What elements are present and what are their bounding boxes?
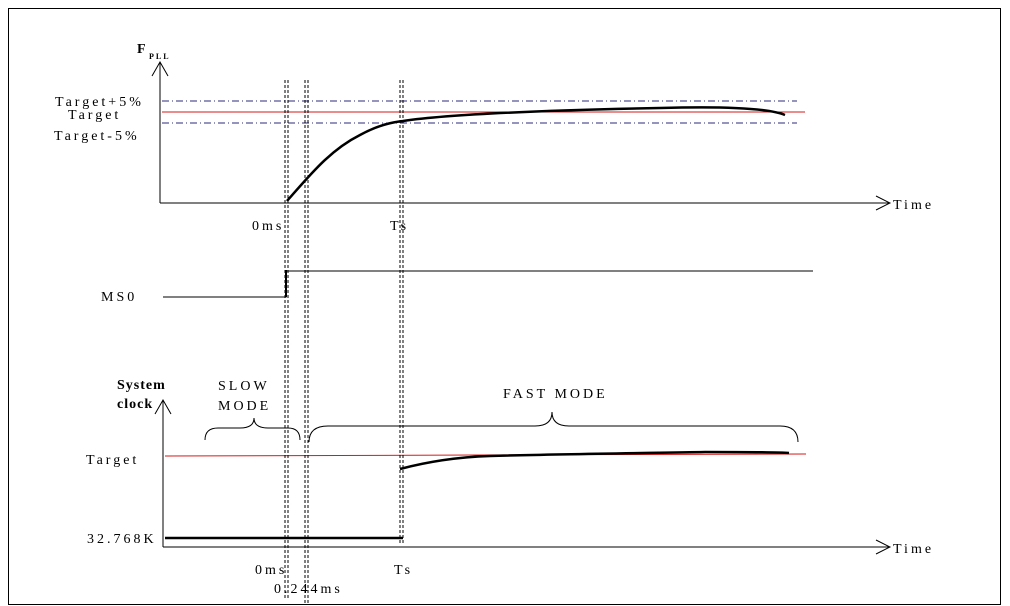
- sysclk-y-axis-arrow: [154, 398, 172, 415]
- system-clock-title-line2: clock: [117, 397, 153, 412]
- label-target-plus-5: Target+5%: [55, 95, 144, 110]
- fpll-curve: [286, 106, 786, 202]
- fpll-label-0ms: 0ms: [252, 219, 284, 234]
- fast-clock-curve: [399, 450, 790, 471]
- fpll-y-axis-arrow: [151, 60, 169, 77]
- label-target-minus-5: Target-5%: [54, 129, 140, 144]
- fpll-axis-title: F: [137, 42, 147, 57]
- slow-mode-label-line1: SLOW: [218, 379, 270, 394]
- fpll-label-ts: Ts: [390, 219, 409, 234]
- slow-mode-brace: [204, 417, 301, 441]
- fast-mode-brace: [308, 411, 799, 443]
- label-target-top: Target: [68, 108, 121, 123]
- label-target-bottom: Target: [86, 453, 139, 468]
- fast-mode-label: FAST MODE: [503, 387, 608, 402]
- system-clock-title-line1: System: [117, 378, 166, 393]
- fpll-x-axis-label: Time: [893, 198, 934, 213]
- sysclk-label-0ms: 0ms: [255, 563, 287, 578]
- sysclk-label-0244ms: 0.244ms: [274, 582, 343, 597]
- diagram-frame: [8, 8, 1001, 605]
- ms0-signal: [163, 270, 813, 298]
- fpll-x-axis-arrow: [875, 195, 892, 211]
- slow-mode-label-line2: MODE: [218, 399, 271, 414]
- sysclk-x-axis-label: Time: [893, 542, 934, 557]
- sysclk-x-axis-arrow: [875, 539, 892, 555]
- ms0-label: MS0: [101, 290, 137, 305]
- fpll-axis-subscript: PLL: [149, 52, 171, 61]
- label-32768k: 32.768K: [87, 532, 157, 547]
- sysclk-label-ts: Ts: [394, 563, 413, 578]
